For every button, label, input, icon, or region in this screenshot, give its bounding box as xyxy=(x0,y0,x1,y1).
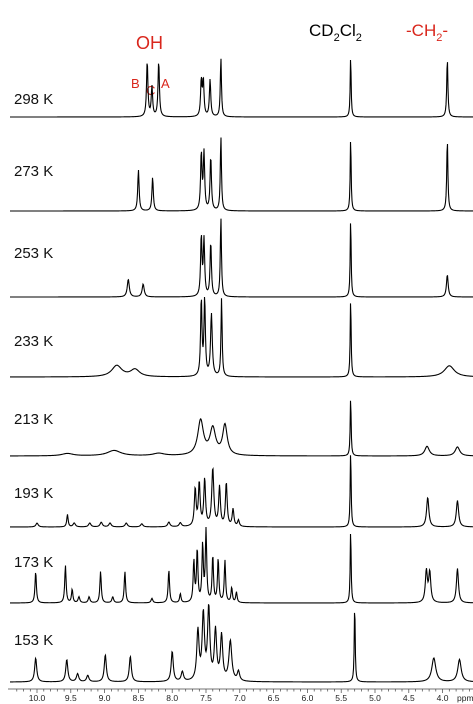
x-axis-unit-label: ppm xyxy=(457,693,473,703)
x-tick-label: 8.0 xyxy=(166,693,178,703)
annotation-oh: OH xyxy=(136,33,163,53)
spectrum-trace-213k xyxy=(9,400,473,457)
temperature-label-253k: 253 K xyxy=(14,245,53,262)
x-tick-label: 4.0 xyxy=(437,693,449,703)
x-tick-label: 9.0 xyxy=(99,693,111,703)
x-tick-label: 6.5 xyxy=(268,693,280,703)
spectrum-trace-298k xyxy=(10,58,473,118)
ch2-pre: -CH xyxy=(406,21,436,40)
x-tick-label: 7.5 xyxy=(200,693,212,703)
spectrum-trace-273k xyxy=(10,137,473,212)
x-tick-label: 6.0 xyxy=(301,693,313,703)
x-axis: 10.0 9.5 9.0 8.5 8.0 7.5 7.0 6.5 6.0 5.5 5.0 4.5 4.0… xyxy=(8,688,473,703)
x-tick-label: 5.0 xyxy=(369,693,381,703)
ch2-sub: 2 xyxy=(436,32,442,44)
temperature-label-193k: 193 K xyxy=(14,485,53,502)
x-tick-label: 4.5 xyxy=(403,693,415,703)
solvent-sub1: 2 xyxy=(334,32,340,44)
spectrum-trace-253k xyxy=(10,218,473,298)
temperature-labels: 298 K 273 K 253 K 233 K 213 K 193 K 173 K 153 K xyxy=(14,91,53,649)
annotation-b: B xyxy=(131,76,140,91)
annotation-c: C xyxy=(146,83,155,98)
temperature-label-213k: 213 K xyxy=(14,411,53,428)
temperature-label-153k: 153 K xyxy=(14,632,53,649)
spectrum-trace-153k xyxy=(10,604,473,683)
x-tick-label: 8.5 xyxy=(132,693,144,703)
annotation-a: A xyxy=(161,76,170,91)
spectrum-trace-233k xyxy=(10,297,473,378)
solvent-mid: Cl xyxy=(340,21,356,40)
temperature-label-273k: 273 K xyxy=(14,163,53,180)
x-tick-label: 7.0 xyxy=(234,693,246,703)
annotation-solvent: CD2Cl2 xyxy=(309,21,362,44)
temperature-label-298k: 298 K xyxy=(14,91,53,108)
solvent-base: CD xyxy=(309,21,334,40)
spectrum-trace-173k xyxy=(10,527,473,604)
temperature-label-233k: 233 K xyxy=(14,333,53,350)
x-tick-label: 10.0 xyxy=(29,693,46,703)
peak-annotations: OH B C A CD2Cl2 -CH2- xyxy=(131,21,448,98)
annotation-ch2: -CH2- xyxy=(406,21,448,44)
solvent-sub2: 2 xyxy=(356,32,362,44)
temperature-label-173k: 173 K xyxy=(14,554,53,571)
spectrum-trace-193k xyxy=(10,455,473,528)
ch2-post: - xyxy=(442,21,448,40)
x-tick-label: 5.5 xyxy=(335,693,347,703)
spectra-group xyxy=(9,58,473,683)
x-tick-label: 9.5 xyxy=(65,693,77,703)
